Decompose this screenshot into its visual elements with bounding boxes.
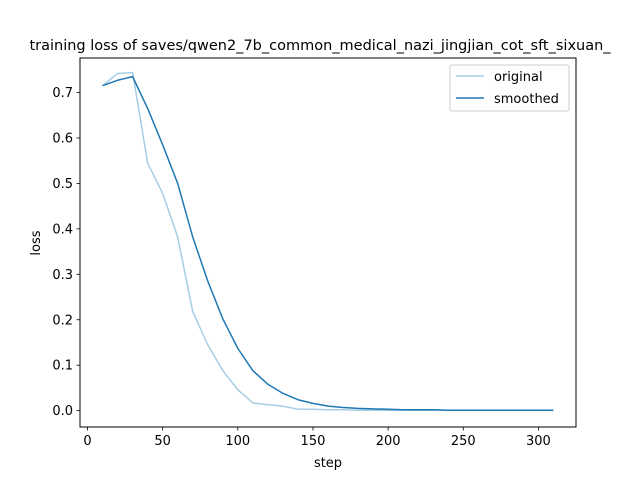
series-line-smoothed (102, 75, 554, 411)
y-tick-label: 0.1 (52, 359, 73, 374)
y-tick-label: 0.6 (52, 131, 73, 146)
y-tick-label: 0.3 (52, 268, 73, 283)
legend-label-smoothed: smoothed (494, 92, 559, 107)
plot-area: 0 50 100 150 200 250 300 0.0 0.1 0.2 0.3 0.4 0.5 0.6… (52, 57, 577, 449)
x-tick-label: 0 (83, 434, 91, 449)
y-tick-label: 0.0 (52, 404, 73, 419)
series-layer (102, 71, 554, 411)
series-line-original (102, 71, 554, 411)
x-tick-label: 200 (376, 434, 401, 449)
legend: original smoothed (449, 64, 570, 112)
x-axis-label: step (314, 456, 342, 471)
x-tick-label: 150 (301, 434, 326, 449)
y-tick-label: 0.4 (52, 222, 73, 237)
chart-title: training loss of saves/qwen2_7b_common_m… (29, 38, 611, 54)
legend-label-original: original (494, 70, 543, 85)
y-tick-label: 0.5 (52, 177, 73, 192)
y-tick-label: 0.7 (52, 86, 73, 101)
y-ticks: 0.0 0.1 0.2 0.3 0.4 0.5 0.6 0.7 (52, 86, 80, 419)
x-tick-label: 300 (526, 434, 551, 449)
y-axis-label: loss (29, 230, 44, 255)
x-tick-label: 100 (225, 434, 250, 449)
axes-frame (79, 57, 577, 428)
x-tick-label: 50 (154, 434, 171, 449)
y-tick-label: 0.2 (52, 313, 73, 328)
x-ticks: 0 50 100 150 200 250 300 (83, 427, 551, 449)
x-tick-label: 250 (451, 434, 476, 449)
